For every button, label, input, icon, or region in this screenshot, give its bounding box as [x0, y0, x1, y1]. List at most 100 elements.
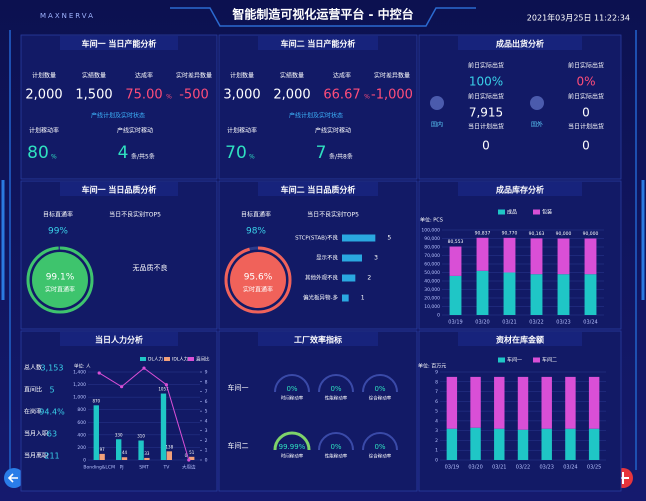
label: 7 — [316, 143, 327, 163]
ratio-point — [187, 458, 191, 462]
label: 车间二 — [542, 357, 557, 364]
defect-bar — [342, 274, 356, 282]
defect-bar — [342, 254, 362, 262]
label: 0 — [205, 458, 208, 464]
bar-segment — [503, 272, 516, 315]
label: 99% — [48, 227, 68, 237]
panel-title-bar — [258, 182, 378, 196]
label: 03/22 — [529, 320, 543, 326]
label: 1,000 — [73, 395, 86, 401]
panel-title-bar — [60, 182, 178, 196]
label: 2,000 — [273, 88, 310, 103]
panel-title-bar — [458, 182, 582, 196]
label: 2,000 — [25, 88, 62, 103]
label: 10,000 — [424, 304, 440, 310]
label: 98% — [246, 227, 266, 237]
label: 性能稼动率 — [325, 395, 348, 402]
label: 3 — [435, 428, 438, 434]
label: 80,553 — [448, 239, 464, 245]
label: 80 — [27, 143, 49, 163]
legend-swatch — [164, 357, 170, 361]
label: 偏光板异物-多 — [303, 294, 338, 302]
label: 资材在库金额 — [496, 335, 544, 345]
label: 目标直通率 — [241, 211, 271, 219]
label: TV — [162, 465, 170, 471]
bar-segment — [584, 274, 597, 315]
label: 03/25 — [587, 465, 601, 471]
label: 成品库存分析 — [496, 185, 544, 195]
bar-segment — [476, 237, 489, 271]
label: 20,000 — [424, 296, 440, 302]
label: 03/19 — [445, 465, 459, 471]
panel — [218, 330, 418, 492]
panel-title-bar — [60, 332, 178, 346]
label: 实绩数量 — [280, 72, 304, 80]
legend-swatch — [140, 357, 146, 361]
label: 70,000 — [424, 253, 440, 259]
label: % — [51, 154, 57, 161]
label: 138 — [165, 444, 173, 449]
label: 90,000 — [583, 231, 599, 237]
label: 100% — [469, 75, 503, 89]
label: % — [364, 94, 370, 101]
bar-segment — [530, 238, 543, 275]
bar-segment — [557, 274, 570, 315]
label: 870 — [92, 398, 100, 403]
label: 0% — [374, 385, 385, 393]
label: 工厂效率指标 — [294, 335, 342, 345]
label: 211 — [44, 452, 59, 461]
bar-segment — [584, 238, 597, 275]
label: 成品 — [507, 209, 517, 216]
label: 1,400 — [73, 370, 86, 376]
label: 条/共8条 — [329, 153, 353, 161]
label: 前日实际出货 — [568, 62, 604, 70]
bar-segment — [470, 427, 481, 460]
label: 前日实际出货 — [568, 93, 604, 101]
bar — [144, 457, 150, 460]
bar-segment — [565, 428, 576, 460]
bar-segment — [557, 238, 570, 275]
label: 当日计划出货 — [568, 123, 604, 131]
label: 9 — [435, 370, 438, 376]
label: 当日不良实别TOP5 — [109, 211, 161, 219]
label: 60,000 — [424, 262, 440, 268]
donut-arc — [26, 246, 94, 314]
label: 实时差异数量 — [176, 72, 212, 80]
panel — [20, 330, 218, 492]
label: 其他外观不良 — [305, 274, 339, 282]
label: 前日实际出货 — [468, 93, 504, 101]
label: 5 — [435, 409, 438, 415]
bar-segment — [541, 376, 552, 429]
label: 97 — [100, 447, 106, 452]
label: IDL人力 — [172, 356, 189, 363]
label: 车间一 — [507, 357, 522, 364]
bar — [160, 393, 167, 460]
label: 0 — [482, 139, 490, 153]
donut-fill — [32, 252, 88, 308]
label: 3,153 — [41, 364, 64, 373]
label: 达成率 — [135, 72, 153, 80]
frame — [9, 30, 637, 470]
bar — [189, 456, 195, 460]
defect-bar — [342, 294, 349, 302]
label: 车间二 — [228, 441, 249, 450]
label: 时间稼动率 — [281, 453, 304, 460]
label: % — [249, 154, 255, 161]
panel-title-bar — [258, 36, 378, 50]
label: 0 — [582, 139, 590, 153]
donut-fill — [230, 252, 286, 308]
label: 99.99% — [279, 443, 306, 451]
label: 0% — [576, 75, 595, 89]
ratio-point — [142, 366, 146, 370]
donut-arc — [224, 246, 292, 314]
label: 7 — [205, 389, 208, 395]
ratio-point — [120, 385, 124, 389]
label: 70 — [225, 143, 247, 163]
label: 3 — [205, 428, 208, 434]
label: 车间二 当日产能分析 — [281, 39, 356, 49]
panel — [20, 34, 218, 180]
label: 产线实时稼动 — [315, 127, 351, 135]
label: 0 — [582, 106, 590, 120]
label: 0% — [374, 443, 385, 451]
